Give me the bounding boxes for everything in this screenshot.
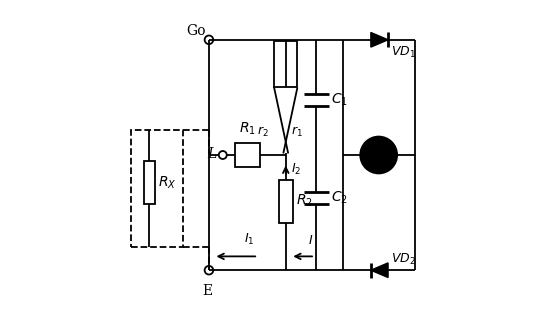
Polygon shape [371,33,388,47]
Circle shape [360,137,397,173]
Bar [130,131,183,247]
Text: W: W [371,148,387,162]
Text: L: L [207,147,217,161]
Text: $C_1$: $C_1$ [331,91,348,108]
Text: E: E [202,284,212,298]
Text: $I_1$: $I_1$ [244,232,254,247]
Text: $R_2$: $R_2$ [296,193,313,209]
Text: $r_1$: $r_1$ [292,125,303,139]
Bar [279,179,293,223]
Polygon shape [371,263,388,277]
Text: $R_1$: $R_1$ [239,120,256,137]
Text: Go: Go [186,24,205,38]
Text: $R_X$: $R_X$ [158,175,177,191]
Text: $VD_1$: $VD_1$ [390,45,415,60]
Text: $I_2$: $I_2$ [292,162,301,177]
Bar [235,143,260,167]
Text: $C_2$: $C_2$ [331,190,348,206]
Text: $r_2$: $r_2$ [257,125,269,139]
Bar [144,161,155,204]
Text: $VD_2$: $VD_2$ [390,252,415,267]
Text: $I$: $I$ [307,234,313,247]
